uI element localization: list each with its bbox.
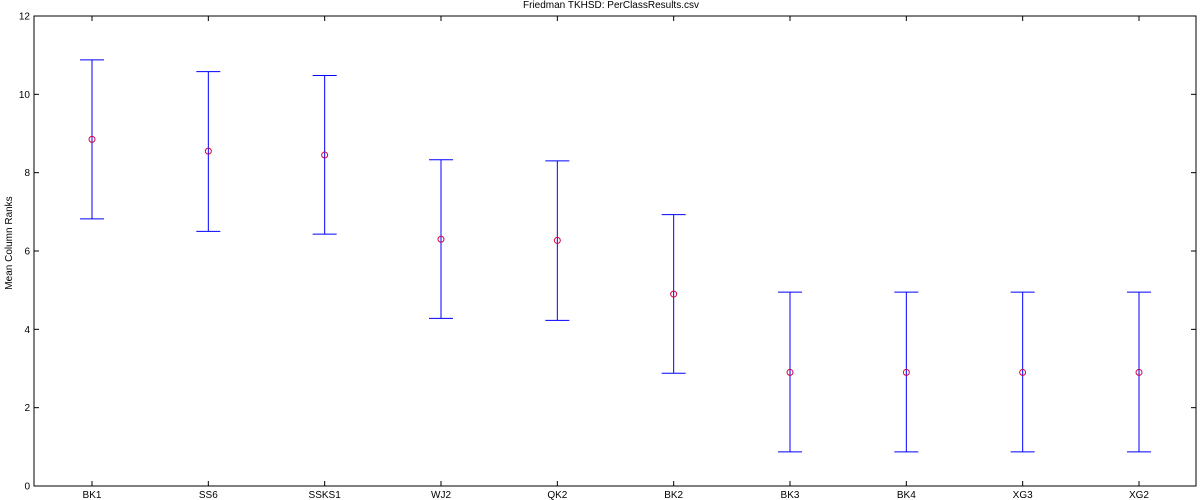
x-tick-label: BK3 bbox=[781, 490, 800, 500]
y-axis: 0 2 4 6 8 10 12 bbox=[19, 12, 1196, 493]
x-tick-label: BK1 bbox=[83, 490, 102, 500]
mean-marker-BK1 bbox=[88, 135, 96, 143]
mean-marker-WJ2 bbox=[437, 235, 445, 243]
y-tick-label: 6 bbox=[24, 247, 30, 258]
mean-marker-SSKS1 bbox=[321, 151, 329, 159]
x-tick-label: BK4 bbox=[897, 490, 916, 500]
y-tick-label: 4 bbox=[24, 325, 30, 336]
y-tick-label: 12 bbox=[19, 12, 31, 23]
x-axis: BK1 SS6 SSKS1 WJ2 QK2 BK2 BK3 BK4 XG3 XG2 bbox=[83, 16, 1149, 500]
error-bars bbox=[80, 59, 1151, 453]
mean-marker-BK4 bbox=[902, 368, 910, 376]
chart-title: Friedman TKHSD: PerClassResults.csv bbox=[523, 0, 699, 11]
x-tick-label: BK2 bbox=[664, 490, 683, 500]
y-tick-label: 0 bbox=[24, 482, 30, 493]
x-tick-label: QK2 bbox=[547, 490, 567, 500]
mean-marker-XG2 bbox=[1135, 368, 1143, 376]
y-tick-label: 2 bbox=[24, 403, 30, 414]
y-axis-label: Mean Column Ranks bbox=[4, 196, 15, 289]
x-tick-label: XG3 bbox=[1013, 490, 1033, 500]
mean-marker-XG3 bbox=[1019, 368, 1027, 376]
x-tick-label: WJ2 bbox=[431, 490, 451, 500]
y-tick-label: 8 bbox=[24, 168, 30, 179]
mean-marker-BK3 bbox=[786, 368, 794, 376]
mean-marker-SS6 bbox=[204, 147, 212, 155]
x-tick-label: XG2 bbox=[1129, 490, 1149, 500]
mean-marker-QK2 bbox=[553, 236, 561, 244]
y-tick-label: 10 bbox=[19, 90, 31, 101]
x-tick-label: SSKS1 bbox=[309, 490, 342, 500]
x-tick-label: SS6 bbox=[199, 490, 218, 500]
mean-marker-BK2 bbox=[670, 290, 678, 298]
